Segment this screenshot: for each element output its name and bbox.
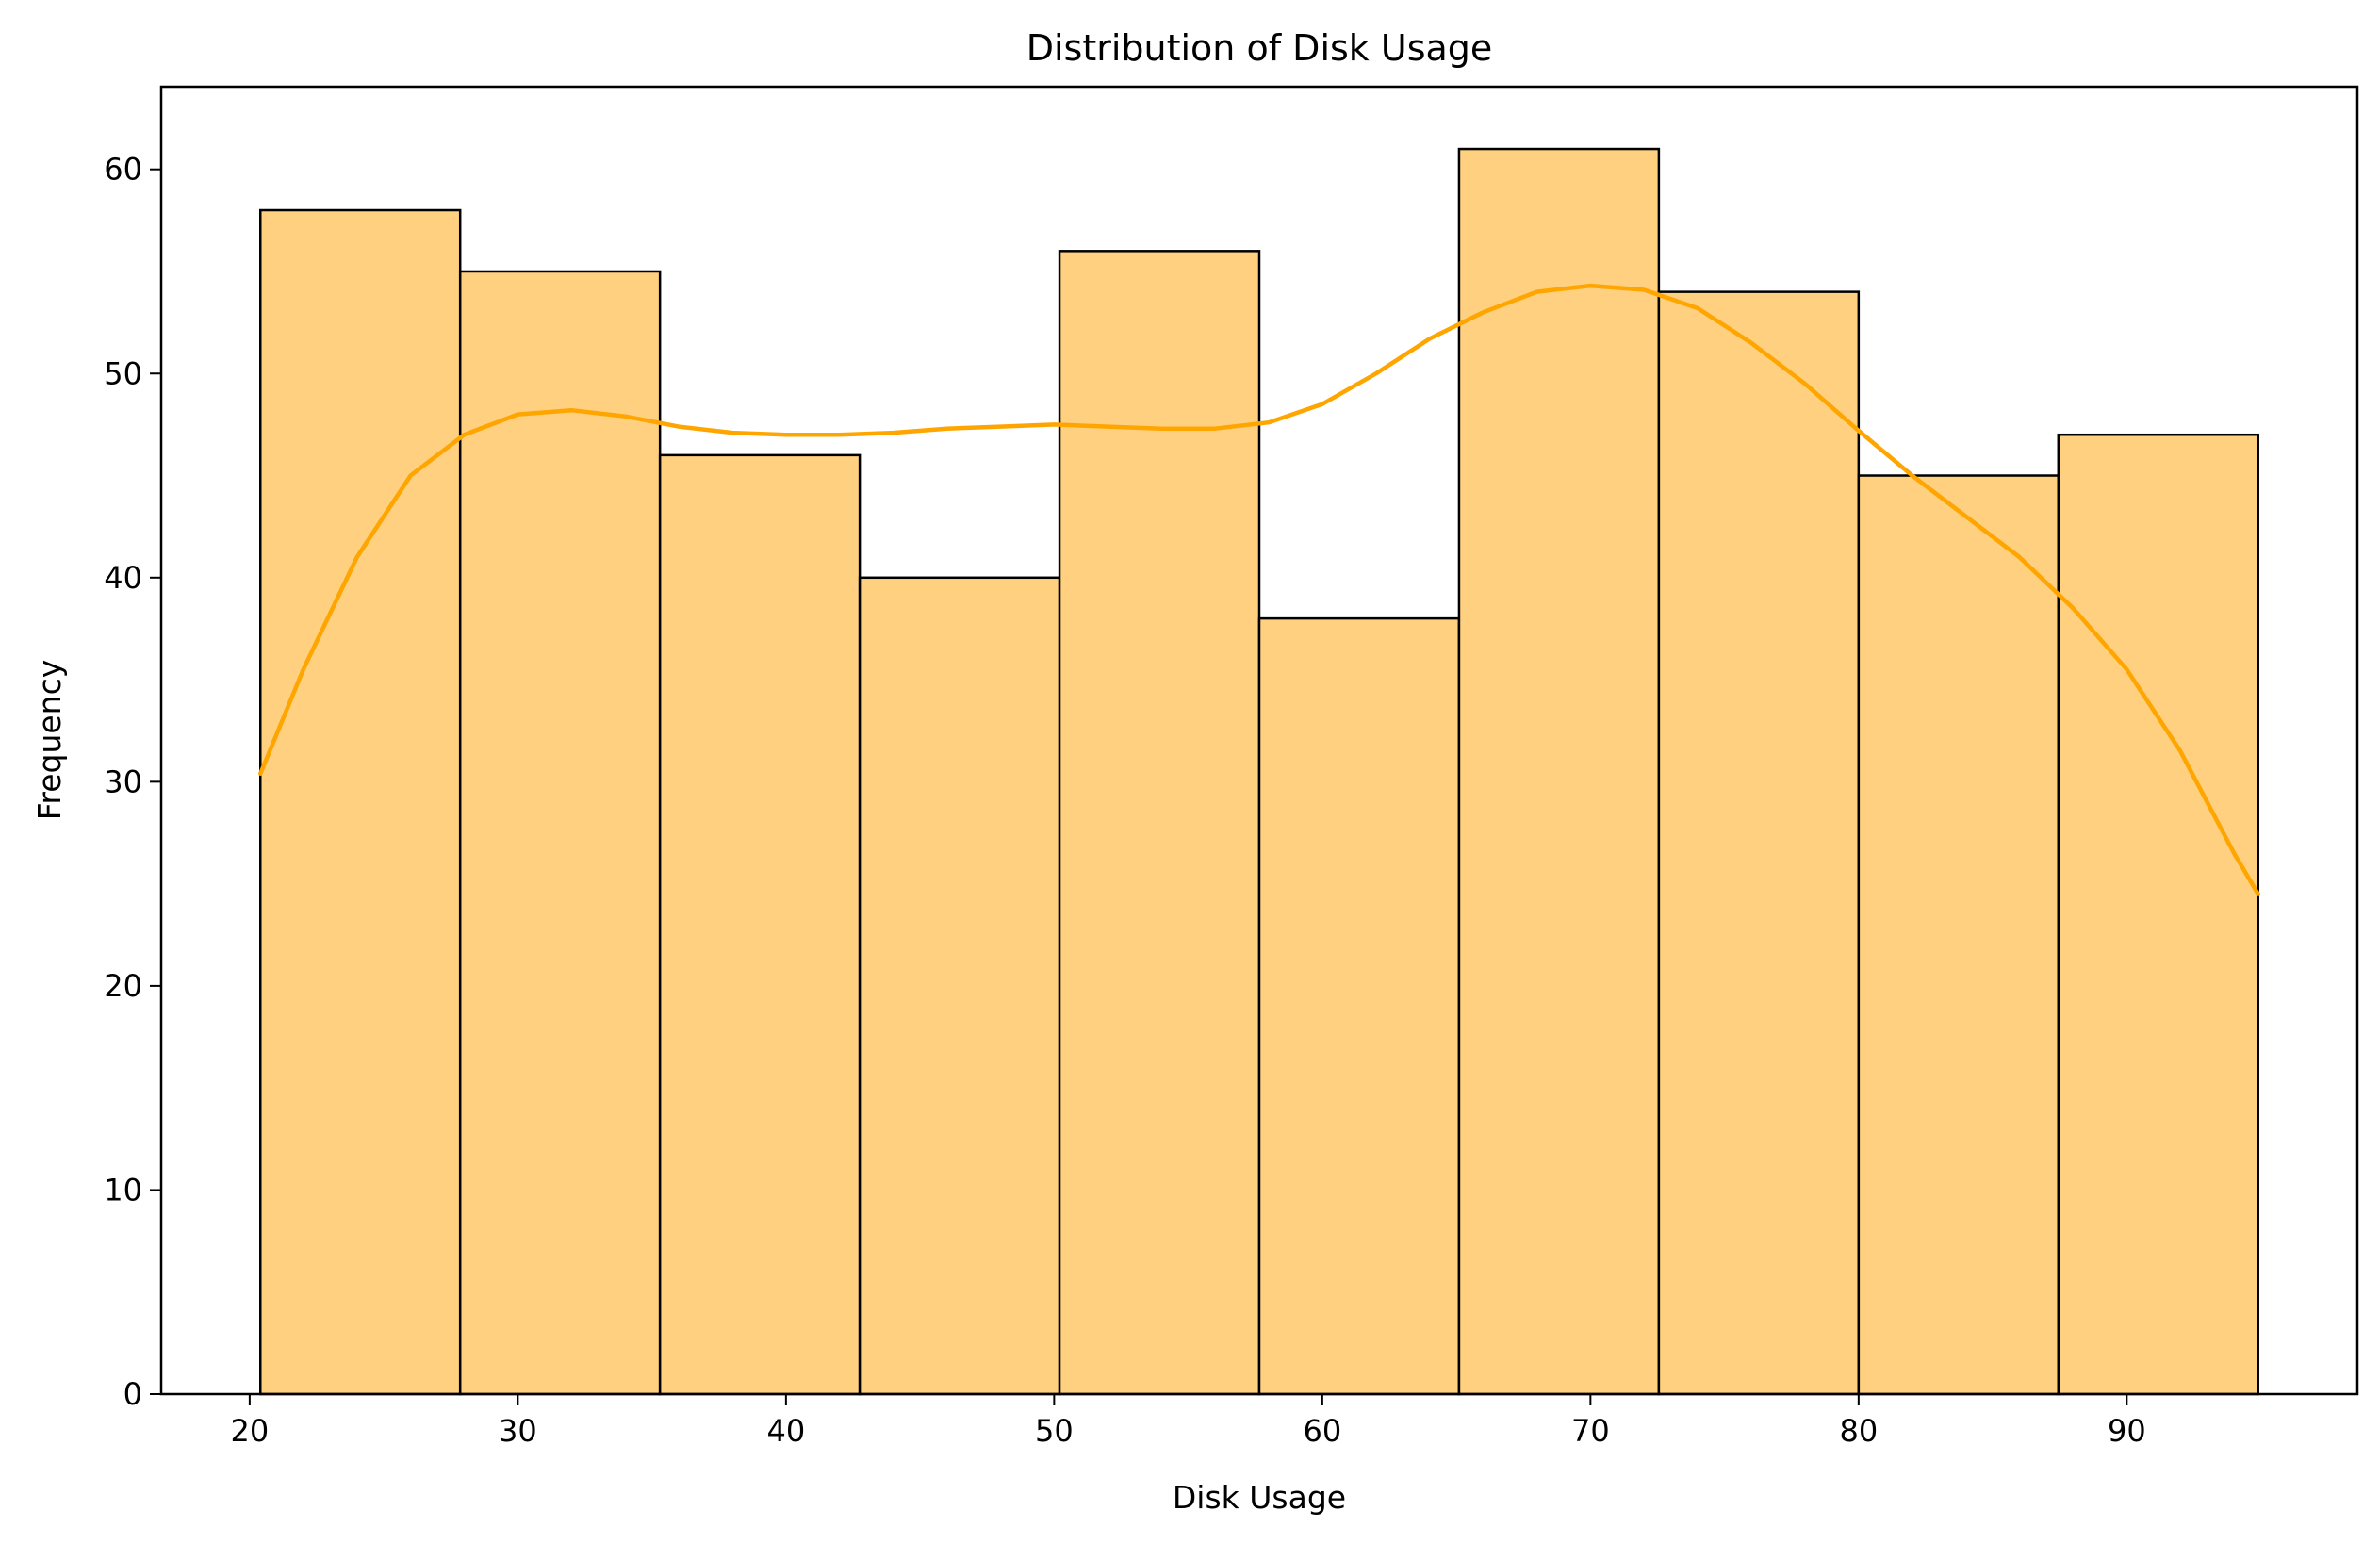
y-tick-label: 10 — [104, 1172, 142, 1207]
histogram-bar-10 — [2057, 433, 2259, 1396]
histogram-bar-2 — [458, 270, 662, 1396]
x-axis-ticks: 20 30 40 50 60 70 80 90 — [231, 1394, 2146, 1449]
plot-area-frame — [159, 85, 2359, 1396]
x-tick-label: 20 — [231, 1413, 270, 1449]
y-tick-label: 20 — [104, 968, 142, 1004]
bars-group — [259, 147, 2259, 1396]
x-tick-label: 50 — [1035, 1413, 1074, 1449]
kde-curve — [258, 283, 2260, 896]
histogram-bar-9 — [1857, 474, 2060, 1396]
y-axis-ticks: 0 10 20 30 40 50 60 — [104, 152, 161, 1412]
histogram-bar-4 — [858, 576, 1061, 1396]
x-tick-label: 40 — [767, 1413, 806, 1449]
histogram-bar-1 — [259, 208, 462, 1396]
x-tick-label: 80 — [1839, 1413, 1878, 1449]
kde-group — [258, 283, 2260, 896]
y-tick-label: 0 — [123, 1376, 142, 1412]
x-tick-label: 60 — [1303, 1413, 1341, 1449]
histogram-bar-5 — [1058, 250, 1261, 1396]
chart-title: Distribution of Disk Usage — [1026, 27, 1493, 69]
histogram-bar-6 — [1257, 616, 1461, 1396]
y-tick-label: 30 — [104, 764, 142, 799]
histogram-bar-7 — [1457, 147, 1661, 1396]
y-tick-label: 50 — [104, 355, 142, 391]
histogram-bar-3 — [658, 453, 862, 1396]
x-tick-label: 90 — [2108, 1413, 2146, 1449]
x-tick-label: 30 — [499, 1413, 537, 1449]
y-tick-label: 60 — [104, 152, 142, 188]
histogram-bar-8 — [1657, 290, 1861, 1396]
x-tick-label: 70 — [1571, 1413, 1610, 1449]
x-axis-label: Disk Usage — [1173, 1479, 1346, 1516]
y-tick-label: 40 — [104, 560, 142, 596]
y-axis-label: Frequency — [31, 660, 68, 820]
